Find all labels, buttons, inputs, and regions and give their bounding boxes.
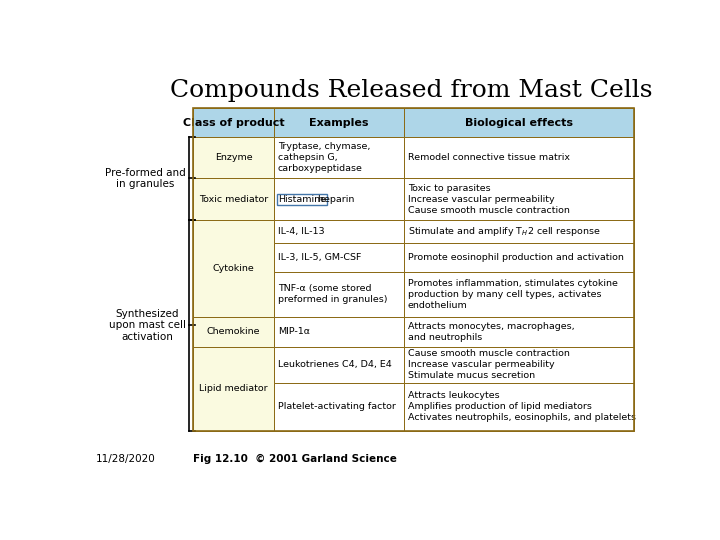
Bar	[193, 347, 274, 431]
Text: Class of product: Class of product	[183, 118, 284, 127]
Bar	[404, 347, 634, 382]
Text: 11/28/2020: 11/28/2020	[96, 454, 156, 463]
Bar	[274, 179, 404, 220]
Bar	[404, 316, 634, 347]
Bar	[404, 220, 634, 243]
Bar	[274, 137, 404, 179]
Text: Attracts monocytes, macrophages,
and neutrophils: Attracts monocytes, macrophages, and neu…	[408, 322, 575, 342]
Text: Leukotrienes C4, D4, E4: Leukotrienes C4, D4, E4	[278, 360, 392, 369]
Bar	[274, 347, 404, 382]
Text: TNF-α (some stored
preformed in granules): TNF-α (some stored preformed in granules…	[278, 284, 387, 304]
Text: Tryptase, chymase,
cathepsin G,
carboxypeptidase: Tryptase, chymase, cathepsin G, carboxyp…	[278, 142, 370, 173]
Bar	[274, 382, 404, 431]
Bar	[274, 272, 404, 316]
Bar	[193, 109, 274, 137]
Text: IL-4, IL-13: IL-4, IL-13	[278, 227, 325, 236]
Bar	[404, 137, 634, 179]
Text: Biological effects: Biological effects	[465, 118, 573, 127]
Bar	[274, 220, 404, 243]
Text: Promote eosinophil production and activation: Promote eosinophil production and activa…	[408, 253, 624, 262]
Bar	[274, 243, 404, 272]
Bar	[404, 272, 634, 316]
Text: Enzyme: Enzyme	[215, 153, 253, 162]
Text: Fig 12.10  © 2001 Garland Science: Fig 12.10 © 2001 Garland Science	[193, 454, 397, 464]
Text: Chemokine: Chemokine	[207, 327, 261, 336]
Text: MIP-1α: MIP-1α	[278, 327, 310, 336]
Bar	[274, 316, 404, 347]
Bar	[193, 179, 274, 220]
Bar	[404, 109, 634, 137]
Bar	[193, 220, 274, 316]
Text: Cytokine: Cytokine	[212, 264, 254, 273]
Text: Examples: Examples	[309, 118, 369, 127]
Text: Platelet-activating factor: Platelet-activating factor	[278, 402, 396, 411]
Text: Lipid mediator: Lipid mediator	[199, 384, 268, 394]
Bar	[404, 382, 634, 431]
Text: Synthesized
upon mast cell
activation: Synthesized upon mast cell activation	[109, 309, 186, 342]
Text: Stimulate and amplify T$_H$2 cell response: Stimulate and amplify T$_H$2 cell respon…	[408, 225, 600, 238]
Bar	[193, 137, 274, 179]
Bar	[404, 243, 634, 272]
Text: Toxic to parasites
Increase vascular permeability
Cause smooth muscle contractio: Toxic to parasites Increase vascular per…	[408, 184, 570, 215]
Text: Cause smooth muscle contraction
Increase vascular permeability
Stimulate mucus s: Cause smooth muscle contraction Increase…	[408, 349, 570, 381]
Bar	[274, 109, 404, 137]
Bar	[193, 109, 634, 431]
Text: Toxic mediator: Toxic mediator	[199, 195, 268, 204]
Text: Compounds Released from Mast Cells: Compounds Released from Mast Cells	[170, 79, 652, 103]
Text: Pre-formed and
in granules: Pre-formed and in granules	[105, 168, 186, 190]
Text: Attracts leukocytes
Amplifies production of lipid mediators
Activates neutrophil: Attracts leukocytes Amplifies production…	[408, 391, 636, 422]
Text: heparin: heparin	[315, 195, 354, 204]
Text: Remodel connective tissue matrix: Remodel connective tissue matrix	[408, 153, 570, 162]
Text: IL-3, IL-5, GM-CSF: IL-3, IL-5, GM-CSF	[278, 253, 361, 262]
Text: Histamine: Histamine	[278, 195, 326, 204]
Bar	[193, 316, 274, 347]
Text: Promotes inflammation, stimulates cytokine
production by many cell types, activa: Promotes inflammation, stimulates cytoki…	[408, 279, 618, 310]
Bar	[404, 179, 634, 220]
